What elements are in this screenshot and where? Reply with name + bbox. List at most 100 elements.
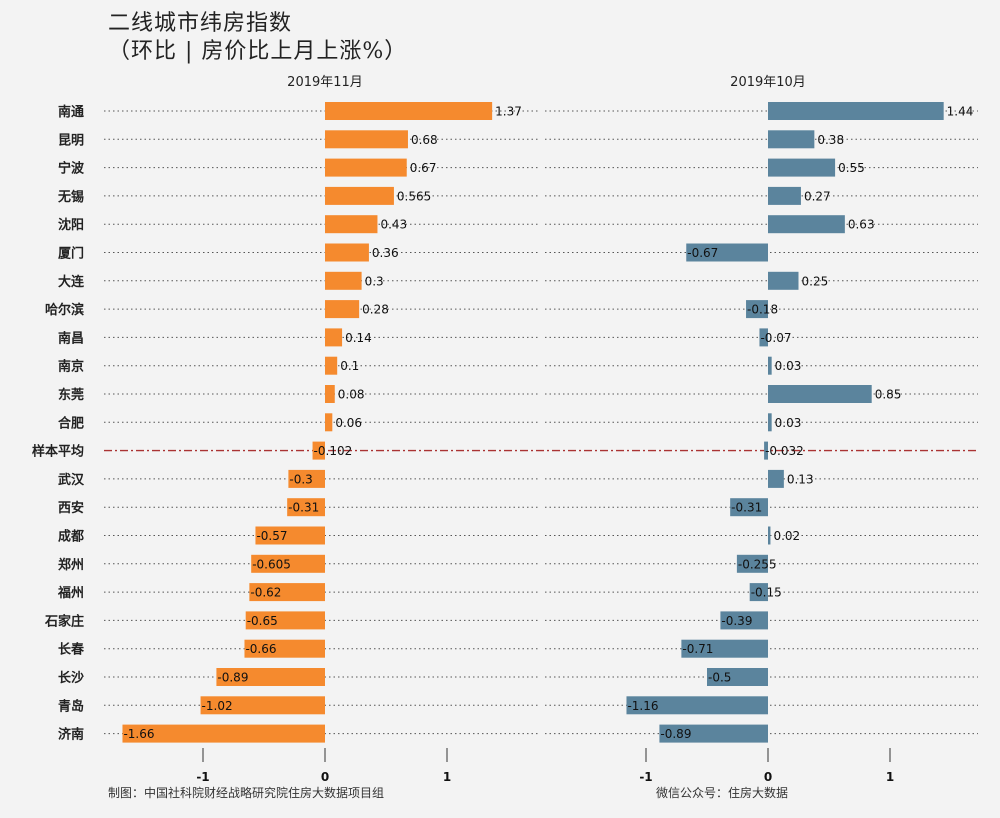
october-value-label: -0.032	[765, 444, 804, 458]
november-bar	[255, 526, 325, 545]
november-bar	[325, 413, 333, 432]
october-value-label: 0.38	[817, 133, 844, 147]
october-value-label: -1.16	[627, 699, 658, 713]
october-bar	[730, 498, 768, 517]
category-label: 大连	[58, 274, 85, 290]
november-value-label: -0.66	[245, 642, 276, 656]
november-value-label: -0.62	[250, 586, 281, 600]
october-bar	[681, 639, 768, 658]
november-value-label: 0.36	[372, 246, 399, 260]
october-bar	[720, 611, 768, 630]
category-label: 样本平均	[32, 444, 84, 460]
october-value-label: 0.55	[838, 161, 865, 175]
november-bar	[325, 186, 394, 205]
october-value-label: -0.15	[751, 586, 782, 600]
november-value-label: -0.605	[252, 557, 291, 571]
november-bar	[312, 441, 325, 460]
october-value-label: 0.13	[787, 472, 814, 486]
panel-november: 1.37 0.68 0.67 0.565 0.43 0.36 0.3 0.28 0.14 0.1 0…	[122, 102, 522, 784]
november-value-label: 1.37	[495, 105, 522, 119]
november-bar	[325, 300, 360, 319]
november-value-label: -1.02	[202, 699, 233, 713]
october-bar	[768, 102, 944, 120]
november-bar	[325, 328, 343, 347]
category-label: 昆明	[58, 132, 84, 148]
october-value-label: -0.39	[721, 614, 752, 628]
category-label: 厦门	[58, 246, 84, 262]
footer-credit: 制图：中国社科院财经战略研究院住房大数据项目组	[108, 785, 384, 800]
category-label: 沈阳	[58, 217, 84, 233]
october-bar	[768, 186, 801, 205]
category-label: 南通	[58, 104, 84, 120]
october-value-label: -0.67	[687, 246, 718, 260]
october-bar	[768, 469, 784, 488]
october-bar	[746, 300, 768, 319]
october-tick-label: -1	[639, 770, 652, 784]
chart-title-line1: 二线城市纬房指数	[108, 11, 292, 36]
october-value-label: 0.27	[804, 189, 831, 203]
october-value-label: -0.255	[738, 557, 777, 571]
october-bar	[759, 328, 768, 347]
november-value-label: 0.67	[410, 161, 437, 175]
november-bar	[325, 102, 493, 120]
october-bar	[659, 724, 768, 743]
panel-title-november: 2019年11月	[287, 75, 363, 90]
october-bar	[768, 215, 845, 234]
october-bar	[707, 668, 768, 686]
october-bar	[768, 356, 772, 375]
november-bar	[244, 639, 325, 658]
november-bar	[325, 158, 407, 177]
october-value-label: 0.03	[775, 359, 802, 373]
chart-title-line2: （环比 | 房价比上月上涨%）	[108, 39, 407, 64]
november-bar	[287, 498, 325, 517]
october-value-label: 0.25	[802, 274, 829, 288]
october-value-label: -0.31	[731, 501, 762, 515]
november-bar	[325, 356, 338, 375]
october-value-label: 0.85	[875, 388, 902, 402]
october-value-label: 1.44	[947, 105, 974, 119]
category-label: 长春	[58, 642, 85, 658]
november-bar	[216, 668, 325, 686]
november-value-label: -0.31	[288, 501, 319, 515]
november-bar	[325, 243, 369, 262]
november-value-label: -0.65	[247, 614, 278, 628]
october-bar	[768, 158, 836, 177]
november-value-label: 0.08	[338, 388, 365, 402]
category-label: 郑州	[58, 557, 84, 573]
november-value-label: 0.06	[335, 416, 362, 430]
october-tick-label: 1	[886, 770, 894, 784]
category-rows: 南通昆明宁波无锡沈阳厦门大连哈尔滨南昌南京东莞合肥样本平均武汉西安成都郑州福州石…	[32, 104, 978, 743]
november-value-label: 0.68	[411, 133, 438, 147]
category-label: 合肥	[58, 415, 84, 431]
category-label: 长沙	[58, 670, 84, 686]
category-label: 西安	[58, 500, 84, 516]
category-label: 无锡	[57, 189, 84, 205]
november-value-label: -0.102	[314, 444, 353, 458]
category-label: 武汉	[58, 472, 85, 488]
october-tick-label: 0	[764, 770, 772, 784]
october-value-label: 0.63	[848, 218, 875, 232]
november-value-label: 0.14	[345, 331, 372, 345]
november-tick-label: -1	[196, 770, 209, 784]
october-value-label: 0.02	[773, 529, 800, 543]
november-bar	[249, 583, 325, 602]
november-value-label: 0.28	[362, 303, 389, 317]
october-value-label: -0.89	[660, 727, 691, 741]
november-tick-label: 0	[321, 770, 329, 784]
november-bar	[245, 611, 325, 630]
october-bar	[768, 271, 799, 290]
november-bar	[325, 385, 335, 403]
category-label: 宁波	[58, 161, 85, 177]
panel-title-october: 2019年10月	[730, 75, 806, 90]
category-label: 南昌	[58, 330, 84, 346]
october-bar	[768, 413, 772, 432]
category-label: 福州	[57, 585, 84, 601]
october-bar	[686, 243, 768, 262]
november-value-label: 0.43	[380, 218, 407, 232]
november-bar	[325, 215, 378, 234]
october-value-label: 0.03	[775, 416, 802, 430]
october-value-label: -0.07	[760, 331, 791, 345]
november-bar	[288, 469, 325, 488]
october-bar	[736, 554, 768, 573]
